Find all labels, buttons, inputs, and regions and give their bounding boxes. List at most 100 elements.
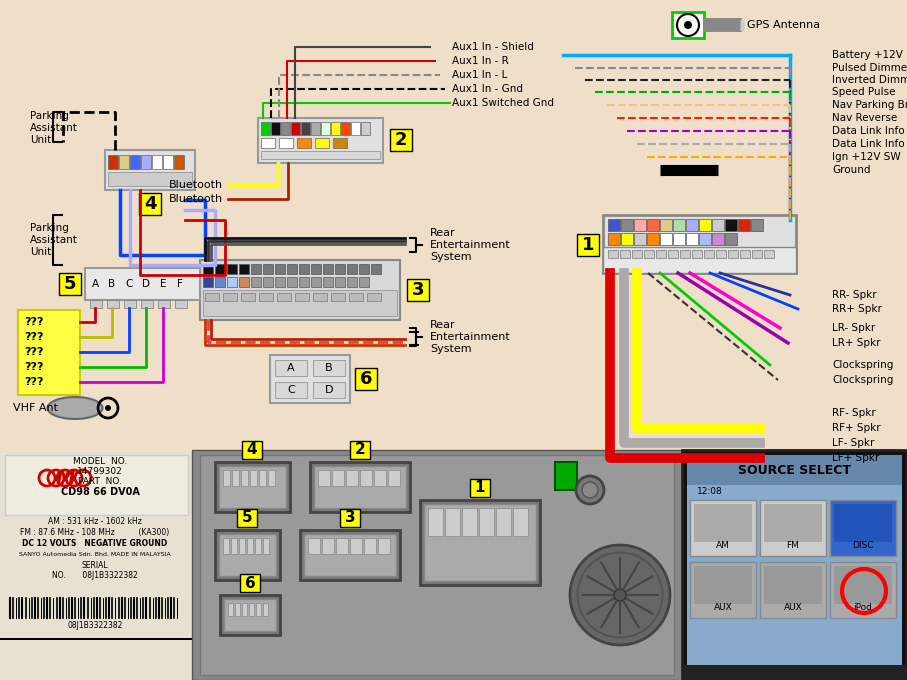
FancyBboxPatch shape — [687, 455, 902, 485]
FancyBboxPatch shape — [107, 300, 119, 308]
FancyBboxPatch shape — [680, 250, 690, 258]
FancyBboxPatch shape — [462, 508, 477, 536]
Text: 5: 5 — [241, 511, 252, 526]
FancyBboxPatch shape — [359, 277, 369, 287]
FancyBboxPatch shape — [251, 277, 261, 287]
Text: Nav Reverse: Nav Reverse — [832, 113, 897, 123]
Text: B: B — [109, 279, 115, 289]
FancyBboxPatch shape — [764, 566, 822, 604]
FancyBboxPatch shape — [310, 462, 410, 512]
FancyBboxPatch shape — [603, 247, 796, 273]
FancyBboxPatch shape — [686, 233, 698, 245]
FancyBboxPatch shape — [350, 441, 370, 459]
Text: CD98 66 DV0A: CD98 66 DV0A — [61, 487, 140, 497]
Text: AM : 531 kHz - 1602 kHz: AM : 531 kHz - 1602 kHz — [48, 517, 141, 526]
FancyBboxPatch shape — [247, 538, 253, 554]
FancyBboxPatch shape — [470, 479, 490, 497]
FancyBboxPatch shape — [323, 277, 333, 287]
FancyBboxPatch shape — [608, 250, 618, 258]
Circle shape — [582, 482, 598, 498]
Text: 5: 5 — [63, 275, 76, 293]
Text: ???: ??? — [24, 347, 44, 357]
FancyBboxPatch shape — [223, 293, 237, 301]
FancyBboxPatch shape — [764, 504, 822, 542]
FancyBboxPatch shape — [690, 500, 756, 556]
FancyBboxPatch shape — [313, 360, 345, 376]
Text: Pulsed Dimmer TNS+: Pulsed Dimmer TNS+ — [832, 63, 907, 73]
FancyBboxPatch shape — [203, 264, 213, 274]
Text: PART  NO.: PART NO. — [78, 477, 122, 486]
FancyBboxPatch shape — [311, 122, 320, 135]
FancyBboxPatch shape — [332, 470, 344, 486]
FancyBboxPatch shape — [712, 233, 724, 245]
FancyBboxPatch shape — [728, 250, 738, 258]
FancyBboxPatch shape — [830, 562, 896, 618]
FancyBboxPatch shape — [152, 155, 162, 169]
Text: FM : 87.6 MHz - 108 MHz          (KA300): FM : 87.6 MHz - 108 MHz (KA300) — [20, 528, 170, 537]
Text: RR+ Spkr: RR+ Spkr — [832, 304, 882, 314]
FancyBboxPatch shape — [163, 155, 173, 169]
FancyBboxPatch shape — [239, 538, 245, 554]
FancyBboxPatch shape — [235, 603, 240, 616]
FancyBboxPatch shape — [577, 234, 599, 256]
FancyBboxPatch shape — [360, 470, 372, 486]
FancyBboxPatch shape — [752, 250, 762, 258]
Text: LR+ Spkr: LR+ Spkr — [832, 338, 881, 348]
Text: 1: 1 — [474, 481, 485, 496]
FancyBboxPatch shape — [668, 250, 678, 258]
FancyBboxPatch shape — [279, 138, 293, 148]
FancyBboxPatch shape — [364, 538, 376, 554]
FancyBboxPatch shape — [275, 264, 285, 274]
FancyBboxPatch shape — [251, 264, 261, 274]
FancyBboxPatch shape — [18, 310, 80, 395]
Text: 2: 2 — [395, 131, 407, 149]
Circle shape — [570, 545, 670, 645]
FancyBboxPatch shape — [239, 264, 249, 274]
FancyBboxPatch shape — [355, 368, 377, 390]
Text: E: E — [160, 279, 166, 289]
FancyBboxPatch shape — [223, 538, 229, 554]
FancyBboxPatch shape — [647, 233, 659, 245]
FancyBboxPatch shape — [318, 470, 330, 486]
FancyBboxPatch shape — [764, 250, 774, 258]
FancyBboxPatch shape — [660, 233, 672, 245]
FancyBboxPatch shape — [203, 290, 397, 316]
FancyBboxPatch shape — [239, 277, 249, 287]
Text: C: C — [288, 385, 295, 395]
FancyBboxPatch shape — [158, 300, 170, 308]
FancyBboxPatch shape — [297, 138, 311, 148]
FancyBboxPatch shape — [242, 603, 247, 616]
FancyBboxPatch shape — [263, 538, 269, 554]
FancyBboxPatch shape — [760, 500, 826, 556]
FancyBboxPatch shape — [673, 233, 685, 245]
FancyBboxPatch shape — [830, 500, 896, 556]
FancyBboxPatch shape — [263, 264, 273, 274]
FancyBboxPatch shape — [130, 155, 140, 169]
Text: DC 12 VOLTS   NEGATIVE GROUND: DC 12 VOLTS NEGATIVE GROUND — [23, 539, 168, 547]
FancyBboxPatch shape — [407, 279, 429, 301]
FancyBboxPatch shape — [200, 260, 400, 320]
Text: Clockspring: Clockspring — [832, 375, 893, 385]
FancyBboxPatch shape — [192, 450, 682, 680]
Circle shape — [576, 476, 604, 504]
FancyBboxPatch shape — [311, 277, 321, 287]
FancyBboxPatch shape — [240, 574, 260, 592]
Text: RF+ Spkr: RF+ Spkr — [832, 423, 881, 433]
Text: Nav Parking Brake: Nav Parking Brake — [832, 100, 907, 110]
FancyBboxPatch shape — [323, 264, 333, 274]
FancyBboxPatch shape — [108, 155, 118, 169]
FancyBboxPatch shape — [322, 538, 334, 554]
FancyBboxPatch shape — [261, 151, 380, 159]
FancyBboxPatch shape — [555, 462, 577, 490]
FancyBboxPatch shape — [620, 250, 630, 258]
FancyBboxPatch shape — [241, 293, 255, 301]
FancyBboxPatch shape — [672, 12, 704, 38]
FancyBboxPatch shape — [390, 129, 412, 151]
FancyBboxPatch shape — [287, 277, 297, 287]
FancyBboxPatch shape — [5, 455, 188, 515]
FancyBboxPatch shape — [350, 538, 362, 554]
Text: SERIAL: SERIAL — [82, 560, 108, 570]
FancyBboxPatch shape — [660, 219, 672, 231]
FancyBboxPatch shape — [331, 122, 340, 135]
FancyBboxPatch shape — [760, 562, 826, 618]
